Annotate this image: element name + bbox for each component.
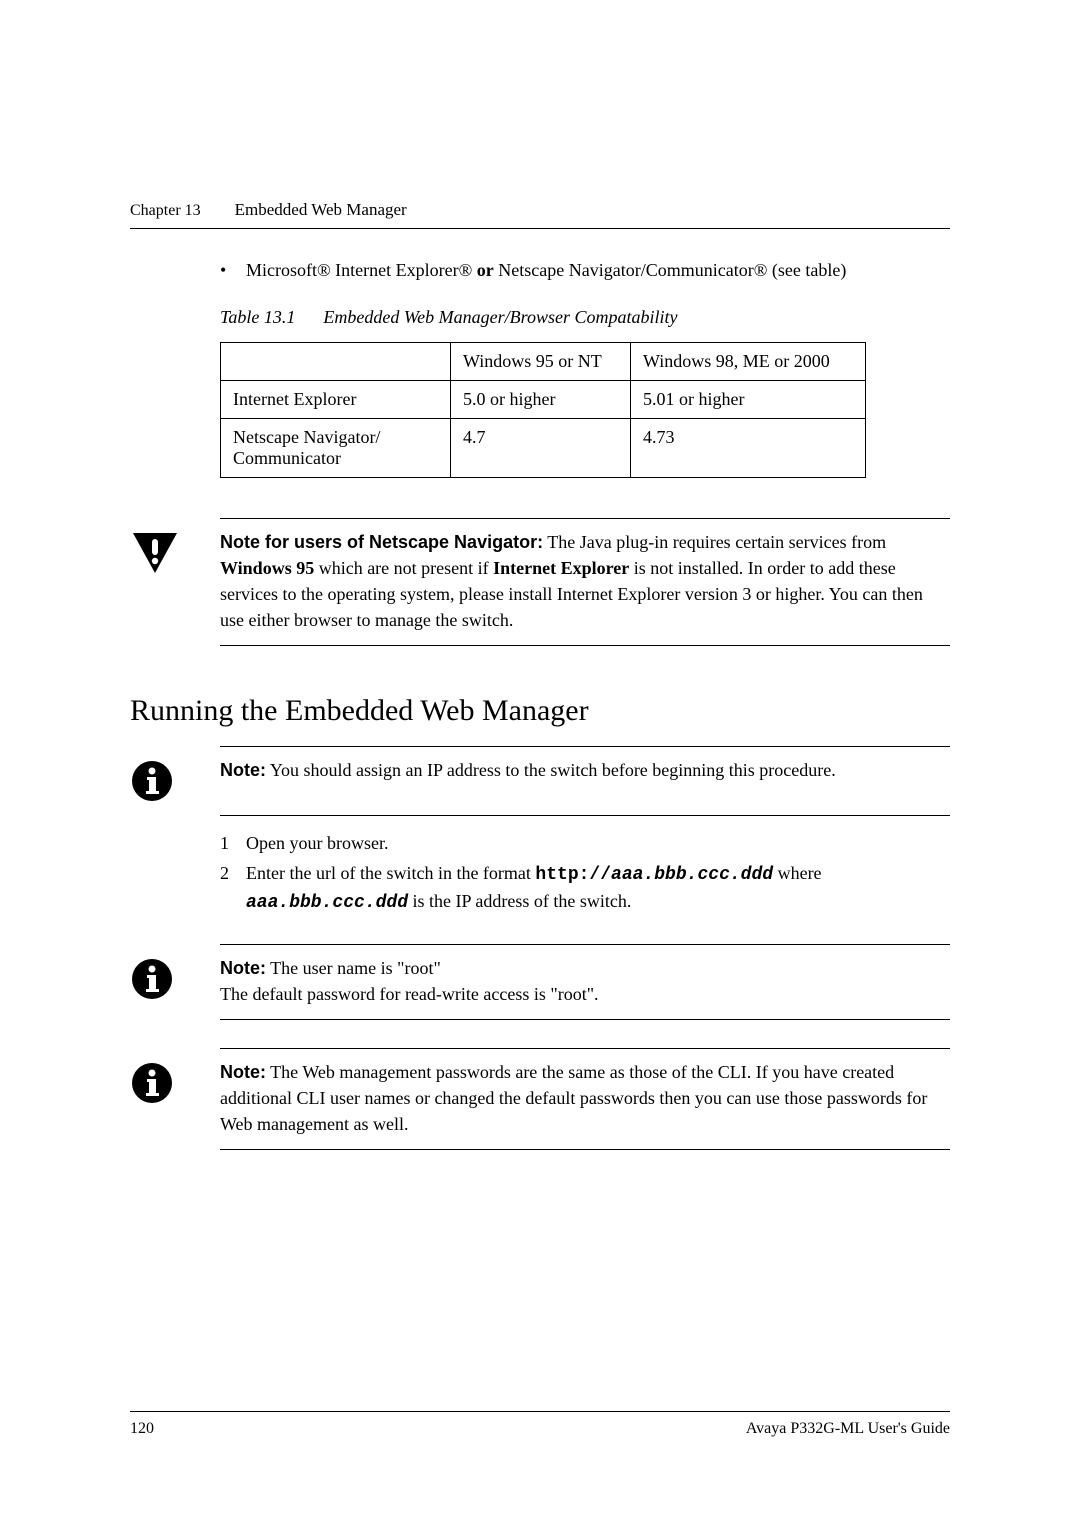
step-item: 1 Open your browser. <box>220 830 950 856</box>
step2-d: where <box>773 863 821 883</box>
table-header-cell: Windows 95 or NT <box>451 343 631 381</box>
info-icon <box>130 957 174 1001</box>
note3-text: The Web management passwords are the sam… <box>220 1062 927 1134</box>
info-icon-col <box>130 955 220 1007</box>
step2-ip-repeat: aaa.bbb.ccc.ddd <box>246 893 408 913</box>
table-row: Internet Explorer 5.0 or higher 5.01 or … <box>221 381 866 419</box>
requirement-bullet: • Microsoft® Internet Explorer® or Netsc… <box>220 257 950 283</box>
warn-b2: Internet Explorer <box>493 558 629 578</box>
note-text: Note: You should assign an IP address to… <box>220 757 950 803</box>
compatibility-table: Windows 95 or NT Windows 98, ME or 2000 … <box>220 342 866 478</box>
step-text: Open your browser. <box>246 830 950 856</box>
table-cell: 5.01 or higher <box>631 381 866 419</box>
table-header-cell <box>221 343 451 381</box>
table-caption-text: Embedded Web Manager/Browser Compatabili… <box>323 307 677 327</box>
step-number: 2 <box>220 860 246 916</box>
bullet-post: Netscape Navigator/Communicator® (see ta… <box>494 260 847 280</box>
table-caption: Table 13.1 Embedded Web Manager/Browser C… <box>220 307 950 328</box>
info-icon-col <box>130 1059 220 1137</box>
note2-line2: The default password for read-write acce… <box>220 984 599 1004</box>
table-cell: 5.0 or higher <box>451 381 631 419</box>
info-icon <box>130 759 174 803</box>
chapter-title: Embedded Web Manager <box>235 200 407 219</box>
note-label: Note: <box>220 760 266 780</box>
table-row: Netscape Navigator/ Communicator 4.7 4.7… <box>221 419 866 478</box>
table-number: Table 13.1 <box>220 307 295 327</box>
note-label: Note: <box>220 958 266 978</box>
table-cell: Netscape Navigator/ Communicator <box>221 419 451 478</box>
page-header: Chapter 13 Embedded Web Manager <box>130 200 950 229</box>
bullet-icon: • <box>220 257 246 283</box>
step2-f: is the IP address of the switch. <box>408 891 631 911</box>
page: Chapter 13 Embedded Web Manager • Micros… <box>0 0 1080 1528</box>
note-text: Note: The Web management passwords are t… <box>220 1059 950 1137</box>
step2-a: Enter the url of the switch in the forma… <box>246 863 535 883</box>
note-text: Note: The user name is "root" The defaul… <box>220 955 950 1007</box>
table-cell: 4.7 <box>451 419 631 478</box>
table-header-row: Windows 95 or NT Windows 98, ME or 2000 <box>221 343 866 381</box>
step-number: 1 <box>220 830 246 856</box>
step2-url-ip: aaa.bbb.ccc.ddd <box>611 865 773 885</box>
step-text: Enter the url of the switch in the forma… <box>246 860 950 916</box>
warning-label: Note for users of Netscape Navigator: <box>220 532 543 552</box>
info-icon-col <box>130 757 220 803</box>
chapter-number: Chapter 13 <box>130 202 201 219</box>
bullet-or: or <box>477 260 494 280</box>
table-cell: Internet Explorer <box>221 381 451 419</box>
warn-b1: Windows 95 <box>220 558 314 578</box>
note-label: Note: <box>220 1062 266 1082</box>
table-header-cell: Windows 98, ME or 2000 <box>631 343 866 381</box>
page-number: 120 <box>130 1420 154 1438</box>
warn-s2: which are not present if <box>314 558 493 578</box>
guide-title: Avaya P332G-ML User's Guide <box>746 1420 950 1438</box>
warning-callout: Note for users of Netscape Navigator: Th… <box>220 518 950 646</box>
note-callout: Note: You should assign an IP address to… <box>220 746 950 816</box>
step-item: 2 Enter the url of the switch in the for… <box>220 860 950 916</box>
info-icon <box>130 1061 174 1105</box>
warning-icon-col <box>130 529 220 633</box>
note-callout: Note: The user name is "root" The defaul… <box>220 944 950 1020</box>
section-heading: Running the Embedded Web Manager <box>130 694 950 728</box>
bullet-pre: Microsoft® Internet Explorer® <box>246 260 477 280</box>
note1-text: You should assign an IP address to the s… <box>266 760 836 780</box>
page-footer: 120 Avaya P332G-ML User's Guide <box>130 1411 950 1438</box>
body-content: • Microsoft® Internet Explorer® or Netsc… <box>220 257 950 478</box>
bullet-text: Microsoft® Internet Explorer® or Netscap… <box>246 257 950 283</box>
note2-line1: The user name is "root" <box>266 958 441 978</box>
table-cell: 4.73 <box>631 419 866 478</box>
note-callout: Note: The Web management passwords are t… <box>220 1048 950 1150</box>
steps-list: 1 Open your browser. 2 Enter the url of … <box>220 830 950 916</box>
warn-s1: The Java plug-in requires certain servic… <box>543 532 886 552</box>
step2-url-prefix: http:// <box>535 865 611 885</box>
warning-text: Note for users of Netscape Navigator: Th… <box>220 529 950 633</box>
warning-icon <box>130 531 180 575</box>
